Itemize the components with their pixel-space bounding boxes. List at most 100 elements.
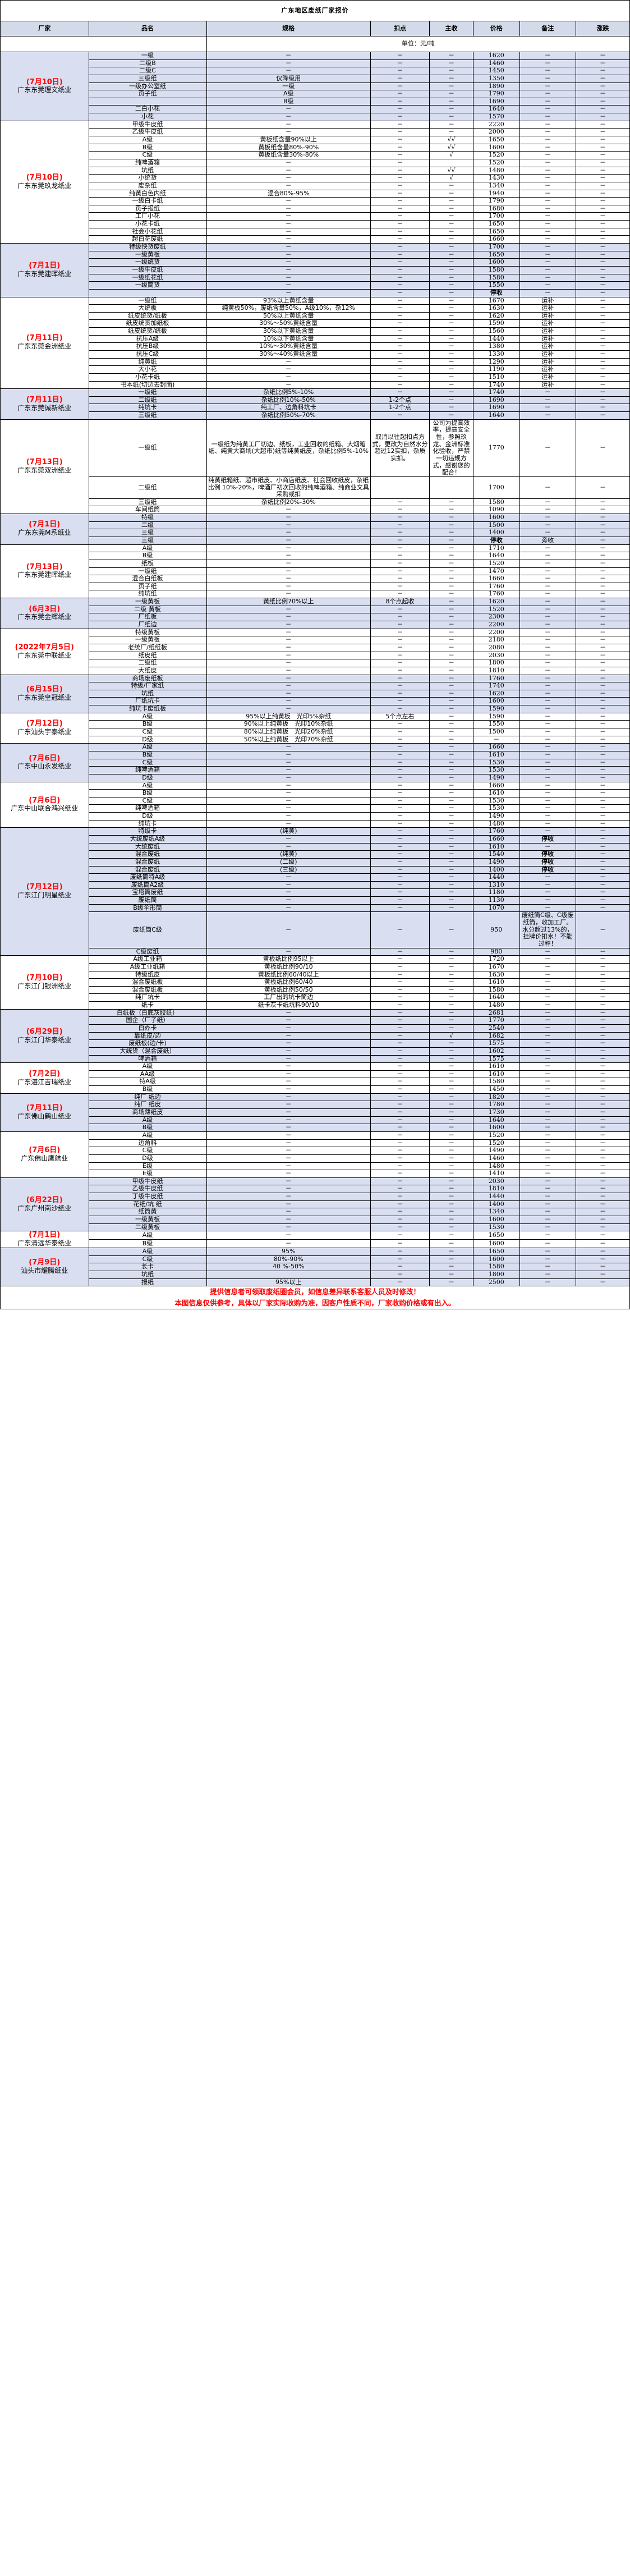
factory-date: (7月9日)	[29, 1258, 61, 1267]
main-collect: －	[429, 1055, 473, 1064]
factory-name: 广东清远华泰纸业	[17, 1239, 72, 1248]
table-row: 混合废纸板 黄板纸比例50/50 －－ 1580 －－	[1, 986, 630, 994]
product-name: D级	[88, 812, 207, 821]
factory-cell: (7月10日) 广东东莞理文纸业	[0, 52, 89, 121]
change-value: －	[576, 896, 630, 905]
change-value: －	[576, 858, 630, 867]
table-row: (7月12日) 广东江门明星纸业 特级卡 (纯黄) －－ 1760 －－	[0, 827, 630, 956]
product-name: 厂纸坑卡	[88, 697, 207, 706]
deduction-points: －	[370, 311, 430, 320]
main-collect: －	[429, 1139, 473, 1148]
product-name: 纯厂 纸边	[88, 1093, 207, 1102]
product-name: 混合废纸	[88, 850, 207, 859]
product-spec: 黄板纸比例90/10	[206, 962, 371, 971]
main-collect: －	[429, 858, 473, 867]
product-spec: －	[206, 1016, 371, 1025]
main-collect: －	[429, 498, 473, 507]
change-value: －	[576, 189, 630, 198]
main-collect: －	[429, 544, 473, 553]
product-name: 纸皮纸	[88, 651, 207, 660]
product-name: 超白花废纸	[88, 235, 207, 244]
product-spec: －	[206, 1193, 371, 1201]
deduction-points: －	[370, 258, 430, 267]
change-value: －	[576, 521, 630, 530]
product-name: D级	[88, 1154, 207, 1163]
main-collect: －	[429, 97, 473, 106]
main-collect: －	[429, 986, 473, 994]
product-spec: 纯黄板50%，废纸含量50%，A级10%，杂12%	[206, 304, 371, 313]
table-row: 废纸板(边/卡) －－－ 1575 －－	[1, 1039, 630, 1048]
price-value: 2030	[473, 1177, 520, 1186]
change-value: －	[576, 59, 630, 68]
table-row: 小统货－－ √ 1430 －－	[1, 174, 630, 182]
price-value: 1650	[473, 1248, 520, 1256]
price-value: 1630	[473, 304, 520, 313]
remark: 运补	[519, 357, 576, 366]
table-row: A级 黄板纸含量90%以上－ √√ 1650 －－	[1, 136, 630, 144]
main-collect: －	[429, 947, 473, 956]
change-value: －	[576, 643, 630, 652]
table-row: 纸筒黄－－－ 1340 －－	[1, 1208, 630, 1217]
table-row: 乙级牛皮纸－－－ 1810 －－	[1, 1185, 630, 1194]
product-spec: －	[206, 1200, 371, 1209]
change-value: －	[576, 827, 630, 836]
factory-name: 广东东莞皇冠纸业	[17, 693, 72, 702]
deduction-points: －	[370, 544, 430, 553]
change-value: －	[576, 197, 630, 205]
main-collect: －	[429, 105, 473, 114]
change-value: －	[576, 74, 630, 83]
main-collect: －	[429, 311, 473, 320]
table-row: E级－－－ 1480 －－	[1, 1162, 630, 1171]
product-name: 二级C	[88, 67, 207, 75]
change-value: －	[576, 970, 630, 979]
remark: 运补	[519, 319, 576, 328]
deduction-points: －	[370, 1039, 430, 1048]
table-row: AA级－－－ 1610 －－	[1, 1070, 630, 1079]
remark: 运补	[519, 296, 576, 305]
factory-cell: (7月11日) 广东佛山鹤山纸业	[0, 1093, 89, 1132]
main-collect: －	[429, 1047, 473, 1056]
change-value: －	[576, 327, 630, 336]
price-value: 1610	[473, 789, 520, 797]
main-collect: －	[429, 281, 473, 290]
table-row: 三级－－－停收 旁收－	[1, 537, 630, 545]
product-spec: －	[206, 181, 371, 190]
deduction-points: －	[370, 705, 430, 713]
product-name: 社会小花纸	[88, 227, 207, 236]
main-collect: －	[429, 1185, 473, 1194]
remark: －	[519, 128, 576, 137]
product-name: 特级纸皮	[88, 970, 207, 979]
deduction-points: －	[370, 342, 430, 351]
table-row: 花纸/坑 纸－－－ 1400 －－	[1, 1200, 630, 1209]
price-value: 1550	[473, 720, 520, 729]
column-header-7: 涨跌	[576, 21, 630, 36]
table-row: 坑纸－－ 1800 －－	[1, 1270, 630, 1279]
product-spec: －	[206, 265, 371, 274]
product-name: 国企（厂子纸）	[88, 1016, 207, 1025]
product-spec: －	[206, 1208, 371, 1217]
table-row: A级工业纸箱 黄板纸比例90/10 －－ 1670 －－	[1, 962, 630, 971]
table-row: E级－－－ 1410 －－	[1, 1170, 630, 1178]
deduction-points: －	[370, 265, 430, 274]
price-value: 1440	[473, 1193, 520, 1201]
main-collect: －	[429, 789, 473, 797]
table-row: 纸皮纸－－－ 2030 －－	[1, 651, 630, 660]
table-row: (7月13日) 广东东莞建晖纸业 A级－－－ 1710 －－	[0, 544, 630, 599]
deduction-points: －	[370, 357, 430, 366]
price-value: 1680	[473, 204, 520, 213]
remark: －	[519, 243, 576, 251]
product-spec: －	[206, 544, 371, 553]
price-value: 1740	[473, 682, 520, 690]
main-collect: －	[429, 113, 473, 121]
main-collect: －	[429, 750, 473, 759]
price-value: －	[473, 735, 520, 744]
main-collect: －	[429, 396, 473, 405]
remark: －	[519, 1231, 576, 1240]
product-spec: －	[206, 796, 371, 805]
change-value: －	[576, 796, 630, 805]
product-spec: －	[206, 621, 371, 629]
price-value: 1700	[473, 243, 520, 251]
table-row: 纸皮统货/纸板 50%以上黄纸含量－－ 1620 运补－	[1, 311, 630, 320]
remark: 停收	[519, 850, 576, 859]
deduction-points: －	[370, 1093, 430, 1102]
